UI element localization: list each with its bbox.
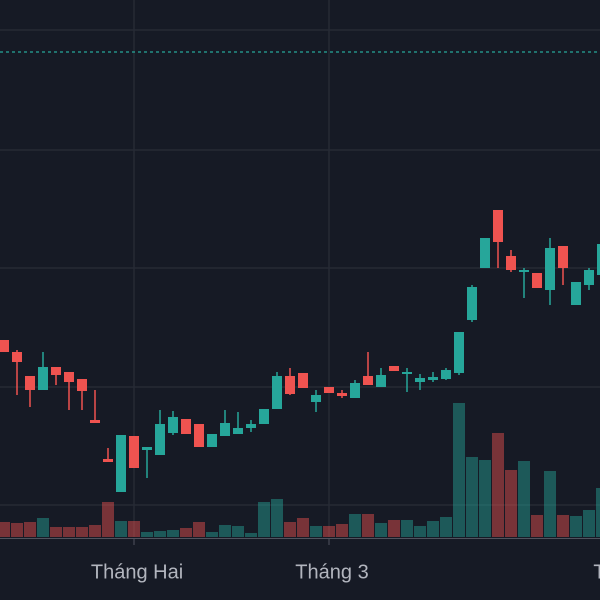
volume-bar (479, 460, 491, 537)
volume-bar (128, 521, 140, 537)
volume-bar (50, 527, 62, 537)
candle-body (493, 210, 503, 242)
volume-bar (492, 433, 504, 537)
x-tick-label: Tháng 3 (295, 561, 368, 583)
volume-bar (102, 502, 114, 537)
volume-bar (219, 525, 231, 537)
volume-bar (570, 516, 582, 537)
candle-body (584, 270, 594, 285)
candle-body (116, 435, 126, 492)
candle-body (389, 366, 399, 371)
candle-body (337, 393, 347, 396)
candle-body (311, 395, 321, 402)
candle-body (415, 378, 425, 382)
volume-bar (154, 531, 166, 537)
candle-body (363, 376, 373, 385)
candle-body (38, 367, 48, 390)
candle-body (207, 434, 217, 447)
candle-body (480, 238, 490, 268)
volume-bar (258, 502, 270, 537)
x-tick-label: Th (593, 561, 600, 583)
candle-body (51, 367, 61, 375)
candle-body (129, 436, 139, 468)
volume-bar (596, 488, 600, 537)
candle-body (259, 409, 269, 424)
volume-bar (427, 521, 439, 537)
volume-bar (362, 514, 374, 537)
candle-body (90, 420, 100, 423)
volume-bar (388, 520, 400, 537)
candle-body (376, 375, 386, 387)
candle-body (428, 377, 438, 380)
volume-bar (297, 518, 309, 537)
volume-bar (271, 499, 283, 537)
candle-body (519, 270, 529, 272)
candle-body (285, 376, 295, 394)
candle-body (545, 248, 555, 290)
volume-bar (232, 526, 244, 537)
volume-bar (466, 457, 478, 537)
candle-body (64, 372, 74, 382)
volume-bar (505, 470, 517, 537)
volume-bar (401, 520, 413, 537)
volume-bar (544, 471, 556, 537)
volume-bar (375, 523, 387, 537)
volume-bar (440, 517, 452, 537)
volume-bar (167, 530, 179, 537)
volume-bar (583, 510, 595, 537)
volume-bar (245, 533, 257, 537)
candle-body (597, 244, 600, 275)
volume-bar (76, 527, 88, 537)
volume-bar (453, 403, 465, 537)
volume-bar (336, 524, 348, 537)
candle-body (12, 352, 22, 362)
candle-body (571, 282, 581, 305)
volume-bar (11, 523, 23, 537)
volume-bar (63, 527, 75, 537)
candle-body (233, 428, 243, 434)
candle-body (272, 376, 282, 409)
candle-body (532, 273, 542, 288)
volume-bar (141, 532, 153, 537)
candle-body (441, 370, 451, 379)
candle-body (168, 417, 178, 433)
volume-bar (24, 522, 36, 537)
candle-body (194, 424, 204, 447)
volume-bar (518, 461, 530, 537)
candle-body (77, 379, 87, 391)
candle-body (246, 424, 256, 428)
candle-body (0, 340, 9, 352)
candle-body (103, 459, 113, 462)
candle-body (467, 287, 477, 320)
candle-body (506, 256, 516, 270)
volume-bar (349, 514, 361, 537)
candle-body (324, 387, 334, 393)
volume-bar (284, 522, 296, 537)
volume-bar (193, 522, 205, 537)
candle-body (155, 424, 165, 455)
candle-body (350, 383, 360, 398)
candle-body (220, 423, 230, 436)
candle-body (454, 332, 464, 373)
candle-body (298, 373, 308, 388)
candle-body (558, 246, 568, 268)
volume-bar (0, 522, 10, 537)
volume-bar (37, 518, 49, 537)
volume-bar (557, 515, 569, 537)
volume-bar (206, 532, 218, 537)
volume-bar (414, 526, 426, 537)
candle-body (181, 419, 191, 434)
volume-bar (531, 515, 543, 537)
volume-bar (89, 525, 101, 537)
x-tick-label: Tháng Hai (91, 561, 183, 583)
volume-bar (180, 528, 192, 537)
candle-body (402, 372, 412, 374)
volume-bar (323, 526, 335, 537)
volume-bar (310, 526, 322, 537)
candle-body (142, 447, 152, 450)
volume-bar (115, 521, 127, 537)
candle-body (25, 376, 35, 390)
